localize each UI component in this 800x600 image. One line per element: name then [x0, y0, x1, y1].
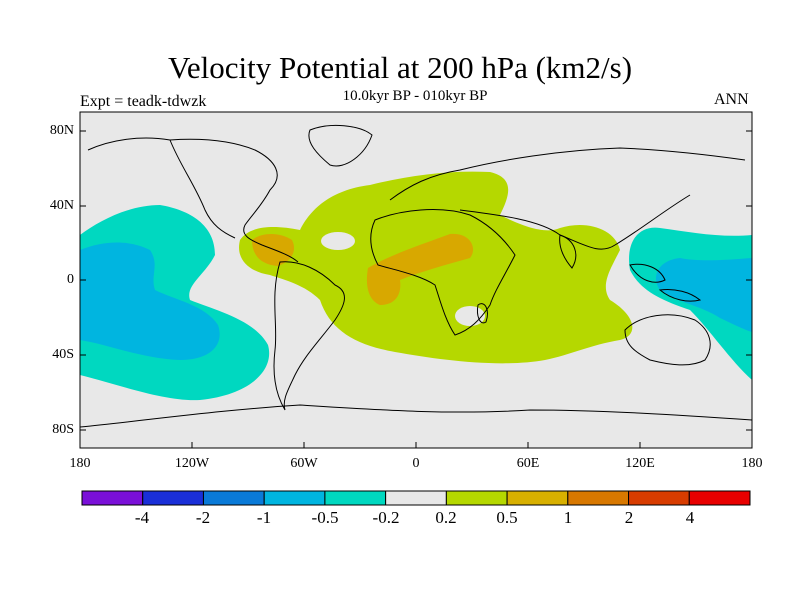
colorbar-box	[688, 490, 751, 506]
lat-ticks	[80, 130, 752, 431]
lon-label-180e: 180	[741, 456, 763, 471]
lon-label-60e: 60E	[516, 456, 540, 471]
plot-subtitle: 10.0kyr BP - 010kyr BP	[342, 88, 488, 104]
pacific-negative-inner	[80, 242, 220, 360]
colorbar-label: 0.5	[496, 508, 518, 527]
colorbar-box	[385, 490, 447, 506]
colorbar-label: 4	[685, 508, 695, 527]
colorbar-box	[202, 490, 265, 506]
colorbar-label: -0.2	[372, 508, 400, 527]
lon-label-180w: 180	[69, 456, 91, 471]
positive-strong-caribbean	[252, 234, 295, 266]
colorbar-box	[567, 490, 630, 506]
lat-label-80s: 80S	[52, 422, 74, 437]
experiment-label: Expt = teadk-tdwzk	[80, 93, 207, 110]
positive-strong-africa	[366, 233, 474, 305]
colorbar-label: 1	[563, 508, 573, 527]
colorbar-box	[628, 490, 690, 506]
lon-label-120w: 120W	[174, 456, 210, 471]
lon-label-120e: 120E	[625, 456, 655, 471]
colorbar-label: -4	[134, 508, 150, 527]
colorbar-box	[263, 490, 326, 506]
colorbar-box	[445, 490, 508, 506]
coastlines	[80, 125, 752, 428]
colorbar	[81, 490, 751, 506]
lat-label-0: 0	[67, 272, 74, 287]
lat-label-40n: 40N	[49, 198, 74, 213]
colorbar-label: 2	[624, 508, 634, 527]
positive-hole-madagascar	[455, 306, 485, 326]
colorbar-label: 0.2	[435, 508, 457, 527]
lat-label-40s: 40S	[52, 347, 74, 362]
colorbar-label: -0.5	[311, 508, 339, 527]
colorbar-box	[506, 490, 569, 506]
westpac-negative-inner	[656, 258, 752, 332]
colorbar-box	[81, 490, 144, 506]
lon-ticks	[79, 442, 753, 448]
colorbar-box	[324, 490, 387, 506]
colorbar-label: -1	[256, 508, 272, 527]
lon-label-0: 0	[412, 456, 420, 471]
season-label: ANN	[714, 91, 749, 108]
colorbar-label: -2	[195, 508, 211, 527]
lon-label-60w: 60W	[290, 456, 318, 471]
lat-label-80n: 80N	[49, 123, 74, 138]
colorbar-box	[142, 490, 204, 506]
positive-hole-atlantic	[321, 232, 355, 250]
plot-title: Velocity Potential at 200 hPa (km2/s)	[167, 50, 633, 85]
